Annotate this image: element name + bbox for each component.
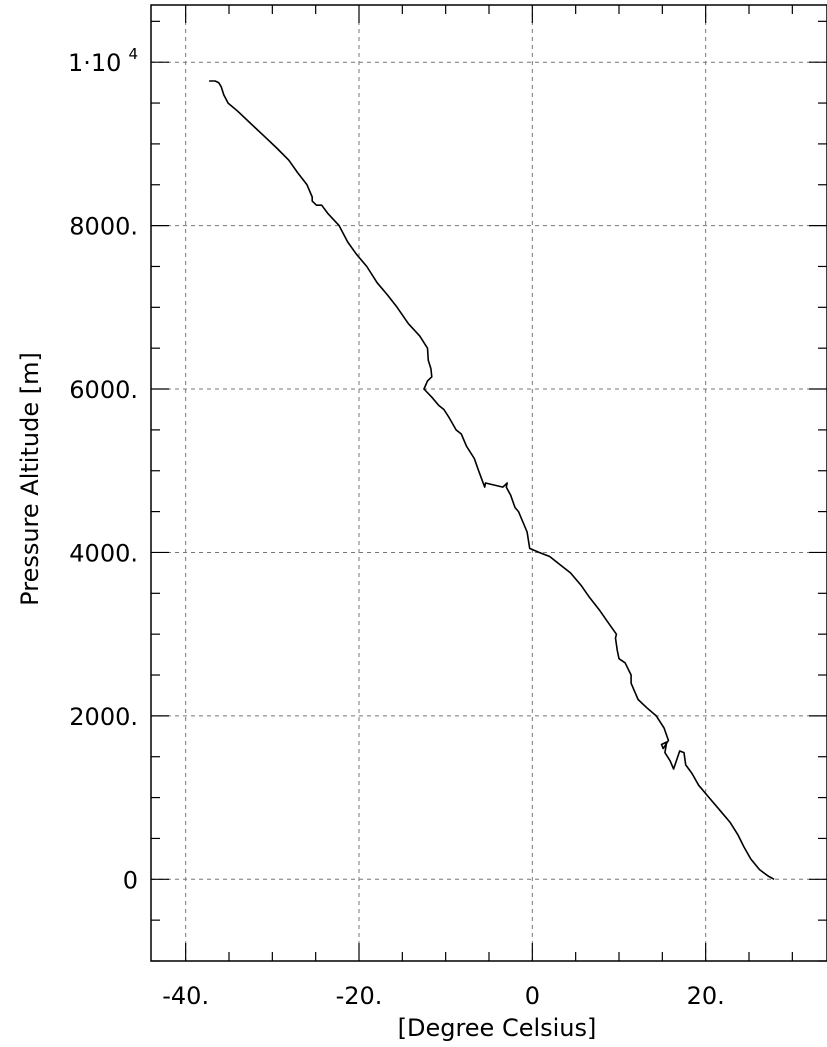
y-tick-label: 2000. xyxy=(69,703,138,731)
grid-lines xyxy=(151,5,827,961)
y-tick-exponent: 4 xyxy=(128,45,138,63)
x-tick-label: 20. xyxy=(687,982,725,1010)
y-tick-label: 6000. xyxy=(69,376,138,404)
data-line-group xyxy=(209,80,775,881)
y-tick-label: 0 xyxy=(123,866,138,894)
x-tick-label: 0 xyxy=(525,982,540,1010)
x-tick-label: -20. xyxy=(336,982,383,1010)
x-tick-labels: -40. -20. 0 20. xyxy=(162,982,725,1010)
y-tick-labels: 0 2000. 4000. 6000. 8000. 1·10 4 xyxy=(68,45,138,894)
y-tick-label: 1·10 4 xyxy=(68,45,138,77)
y-axis-title: Pressure Altitude [m] xyxy=(16,352,44,606)
data-line xyxy=(209,80,775,881)
y-tick-label: 4000. xyxy=(69,539,138,567)
y-tick-label: 8000. xyxy=(69,213,138,241)
x-axis-title: [Degree Celsius] xyxy=(398,1014,597,1042)
x-tick-label: -40. xyxy=(162,982,209,1010)
plot-frame xyxy=(150,4,827,962)
